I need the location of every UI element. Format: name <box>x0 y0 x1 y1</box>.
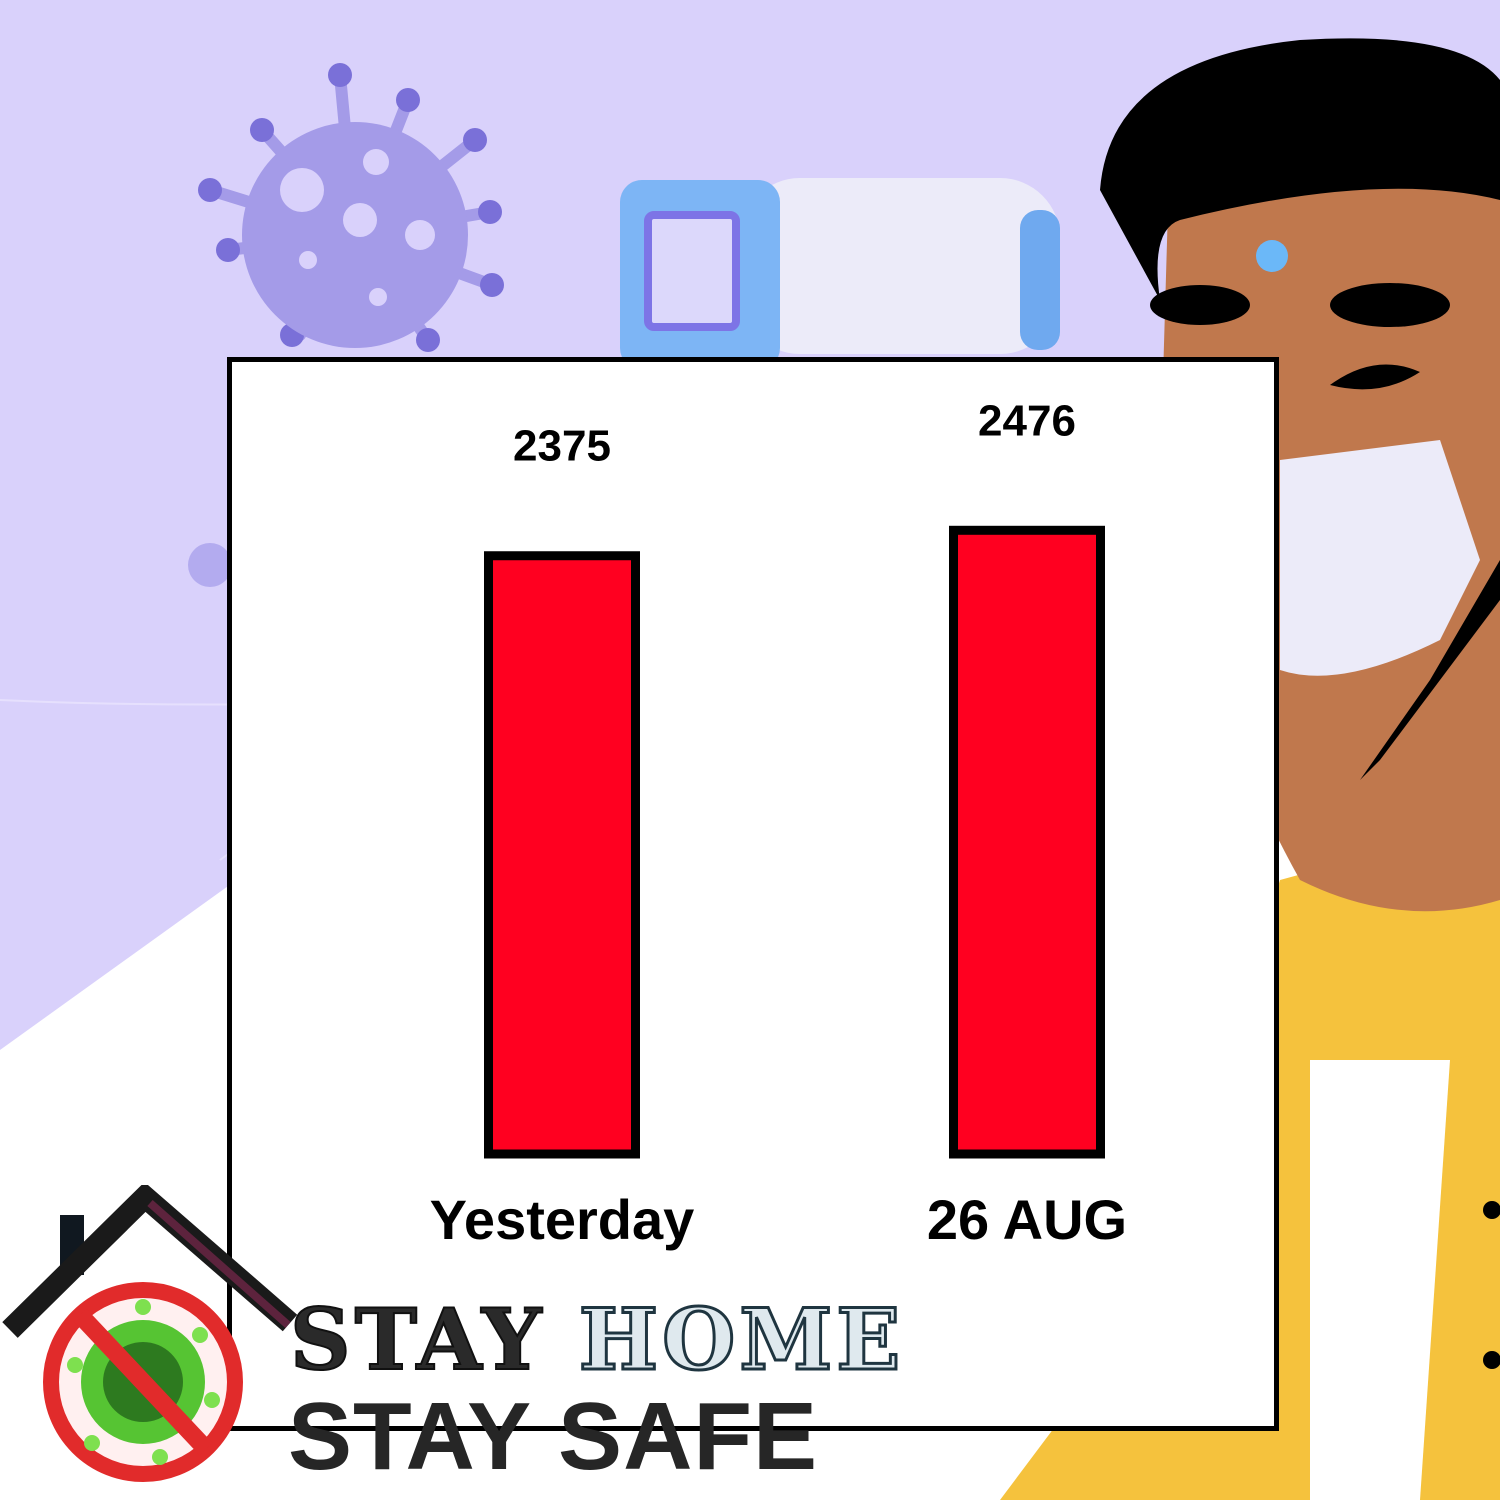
thermometer-gun-illustration <box>620 178 1060 370</box>
stay-word: STAY <box>289 1289 546 1390</box>
house-icon <box>2 1185 298 1338</box>
chart-panel: 2375 Yesterday 2476 26 AUG <box>227 357 1279 1431</box>
bar-26-aug <box>949 525 1105 1159</box>
category-label: 26 AUG <box>927 1188 1127 1251</box>
bar-chart: 2375 Yesterday 2476 26 AUG <box>430 396 1127 1251</box>
no-virus-icon <box>43 1282 243 1482</box>
virus-illustration <box>188 63 504 587</box>
bar-yesterday <box>484 551 640 1159</box>
stay-home-logo <box>2 1185 298 1482</box>
home-word: HOME <box>577 1289 905 1391</box>
stay-home-text: STAY HOME <box>289 1289 905 1391</box>
value-label: 2375 <box>513 422 611 471</box>
value-label: 2476 <box>978 396 1076 445</box>
category-label: Yesterday <box>430 1188 695 1251</box>
stay-safe-text: STAY SAFE <box>288 1383 819 1490</box>
